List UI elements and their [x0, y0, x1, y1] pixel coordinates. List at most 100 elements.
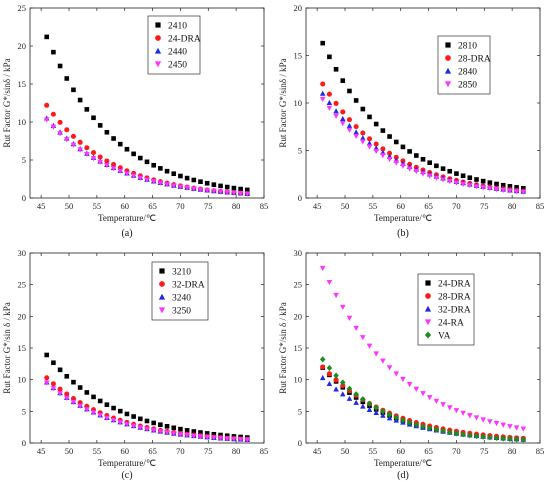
data-point: [360, 139, 366, 145]
data-point: [77, 97, 83, 103]
data-point: [151, 162, 156, 168]
data-point: [50, 381, 56, 387]
data-point: [84, 107, 90, 112]
data-point: [380, 153, 386, 159]
data-point: [191, 186, 197, 192]
data-point: [507, 424, 513, 430]
data-point: [131, 414, 136, 419]
data-point: [97, 154, 103, 160]
data-point: [97, 123, 103, 128]
y-tick-label: 15: [294, 51, 303, 61]
data-point: [184, 432, 190, 439]
data-point: [366, 406, 373, 412]
data-point: [360, 403, 366, 409]
data-point: [346, 395, 353, 401]
data-point: [507, 184, 513, 189]
data-point: [144, 159, 150, 165]
data-point: [170, 183, 177, 189]
data-point: [340, 121, 346, 127]
data-point: [400, 144, 406, 150]
legend-marker: [155, 22, 161, 28]
data-point: [84, 407, 90, 413]
data-point: [440, 177, 446, 183]
panel-b: 45 50 55 60 65 70 75 80 85 0 5 10 15 20 Temperature/℃ R…: [278, 3, 544, 239]
data-point: [319, 374, 326, 381]
data-point: [90, 150, 97, 156]
y-tick-label: 20: [18, 311, 27, 321]
data-point: [420, 391, 426, 397]
legend-label: 3250: [172, 307, 191, 317]
panel-a: 45 50 55 60 65 70 75 80 85 0 5 10 15 20 25 Temperature/…: [2, 3, 268, 239]
y-tick-label: 25: [18, 280, 27, 290]
data-point: [493, 421, 500, 427]
data-point: [473, 415, 480, 421]
data-point: [64, 137, 70, 143]
legend: 2810 28-DRA 2840 2850: [437, 35, 491, 95]
data-point: [90, 410, 97, 416]
data-point: [340, 109, 346, 115]
x-tick-label: 50: [341, 201, 350, 211]
data-point: [90, 156, 97, 162]
data-point: [319, 356, 326, 363]
data-point: [326, 380, 333, 387]
data-point: [91, 394, 96, 400]
data-point: [426, 395, 433, 401]
data-point: [224, 436, 230, 442]
data-point: [64, 395, 70, 401]
legend-marker: [425, 280, 431, 286]
series-3250: [43, 380, 251, 443]
data-point: [77, 403, 83, 409]
data-point: [360, 135, 366, 141]
legend-marker: [154, 61, 162, 68]
data-point: [520, 189, 527, 195]
data-point: [453, 180, 460, 186]
legend-label: 3240: [172, 294, 191, 304]
data-point: [367, 114, 372, 120]
data-point: [340, 379, 346, 386]
data-point: [340, 391, 346, 397]
legend-marker: [155, 35, 161, 41]
legend-marker: [158, 293, 166, 300]
data-point: [164, 424, 170, 429]
data-point: [44, 102, 50, 108]
data-point: [326, 279, 333, 286]
data-point: [130, 173, 137, 179]
data-point: [57, 119, 63, 125]
x-axis-title: Temperature/℃: [374, 213, 432, 223]
data-point: [474, 177, 479, 182]
data-point: [346, 117, 352, 123]
x-tick-label: 50: [65, 201, 74, 211]
data-point: [333, 386, 339, 392]
data-point: [393, 154, 399, 160]
data-point: [460, 173, 466, 179]
x-tick-label: 80: [508, 201, 517, 211]
data-point: [333, 66, 339, 72]
data-point: [64, 127, 70, 133]
data-point: [177, 184, 184, 190]
data-point: [500, 422, 506, 428]
data-point: [460, 410, 466, 416]
data-point: [51, 49, 56, 55]
data-point: [138, 416, 143, 422]
x-tick-label: 45: [313, 201, 322, 211]
data-point: [353, 98, 359, 103]
data-point: [346, 315, 353, 321]
data-point: [191, 429, 197, 434]
data-point: [71, 379, 76, 385]
data-point: [413, 386, 420, 392]
data-point: [110, 417, 117, 424]
data-point: [346, 122, 353, 129]
x-tick-label: 70: [452, 446, 461, 456]
data-point: [420, 156, 426, 162]
data-point: [414, 153, 419, 158]
y-axis-title: Rut Factor G*/sinδ / kPa: [2, 58, 12, 147]
data-point: [446, 405, 453, 411]
data-point: [373, 121, 379, 127]
data-point: [57, 391, 63, 397]
x-tick-label: 75: [204, 446, 213, 456]
data-point: [340, 78, 346, 83]
data-point: [164, 168, 170, 174]
data-point: [453, 408, 460, 414]
data-point: [170, 431, 177, 437]
